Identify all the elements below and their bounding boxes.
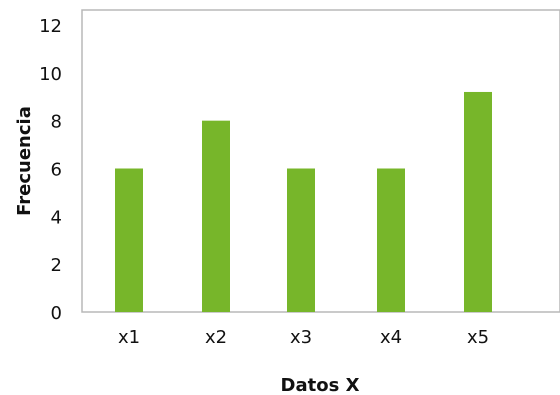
x-axis-ticks: x1 x2 x3 x4 x5 (118, 327, 489, 348)
x-tick-label: x2 (205, 327, 227, 348)
bar-x1 (115, 168, 143, 312)
y-axis-ticks: 0 2 4 6 8 10 12 (39, 16, 62, 324)
y-tick-label: 12 (39, 16, 62, 37)
y-tick-label: 10 (39, 64, 62, 85)
bars-layer (115, 91, 492, 313)
y-tick-label: 4 (51, 207, 62, 228)
x-tick-label: x4 (380, 327, 402, 348)
plot-frame (81, 9, 560, 313)
bar-x3 (287, 168, 315, 312)
y-tick-label: 0 (51, 303, 62, 324)
x-tick-label: x3 (290, 327, 312, 348)
y-tick-label: 6 (51, 160, 62, 181)
y-tick-label: 2 (51, 255, 62, 276)
y-axis-title: Frecuencia (14, 106, 35, 216)
bar-x5 (464, 91, 492, 312)
x-tick-label: x5 (467, 327, 489, 348)
x-axis-title: Datos X (281, 375, 360, 395)
y-tick-label: 8 (51, 112, 62, 133)
bar-x4 (377, 168, 405, 312)
bar-x2 (202, 120, 230, 313)
x-tick-label: x1 (118, 327, 140, 348)
